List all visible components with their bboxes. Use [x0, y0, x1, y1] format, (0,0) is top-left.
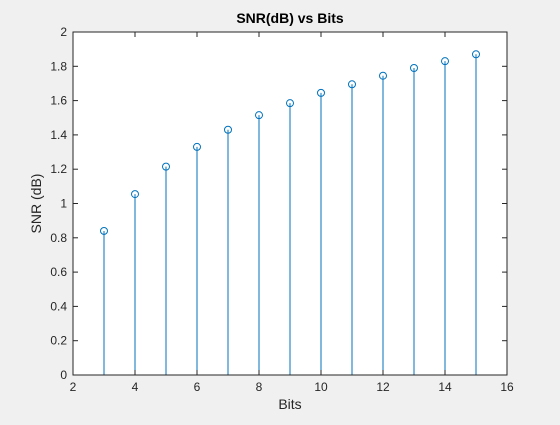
- y-axis-label: SNR (dB): [28, 174, 44, 234]
- y-tick-label: 0.8: [50, 231, 67, 245]
- y-tick-label: 1.4: [50, 128, 67, 142]
- stem-marker: [131, 190, 139, 199]
- stem-marker: [162, 162, 170, 171]
- x-tick-label: 4: [132, 380, 139, 394]
- y-tick-label: 0.2: [50, 334, 67, 348]
- x-tick-label: 14: [438, 380, 452, 394]
- y-tick-label: 0: [60, 368, 67, 382]
- x-tick-label: 10: [314, 380, 328, 394]
- x-tick-label: 2: [70, 380, 77, 394]
- stem-marker: [193, 142, 201, 151]
- x-tick-label: 16: [500, 380, 514, 394]
- stem-marker: [472, 50, 480, 59]
- y-tick-label: 1: [60, 197, 67, 211]
- y-tick-label: 1.2: [50, 162, 67, 176]
- stem-marker: [286, 99, 294, 108]
- y-tick-label: 1.8: [50, 59, 67, 73]
- x-tick-label: 6: [194, 380, 201, 394]
- chart-title: SNR(dB) vs Bits: [236, 10, 344, 26]
- stem-marker: [255, 111, 263, 120]
- stem-marker: [100, 226, 108, 235]
- ticks: 2 4 6 8 10 12 14 16 0 0.2 0.4 0.6 0.8 1 1.2 1.4 1.6 1.8 2: [50, 25, 514, 394]
- x-tick-label: 12: [376, 380, 390, 394]
- y-tick-label: 0.6: [50, 265, 67, 279]
- y-tick-label: 1.6: [50, 94, 67, 108]
- stem-marker: [317, 88, 325, 97]
- x-tick-label: 8: [256, 380, 263, 394]
- y-tick-label: 0.4: [50, 299, 67, 313]
- stem-series: [100, 50, 480, 375]
- stem-marker: [379, 71, 387, 80]
- stem-marker: [410, 64, 418, 73]
- stem-marker: [348, 80, 356, 89]
- y-tick-label: 2: [60, 25, 67, 39]
- stem-marker: [441, 57, 449, 66]
- stem-marker: [224, 125, 232, 134]
- x-axis-label: Bits: [278, 396, 301, 412]
